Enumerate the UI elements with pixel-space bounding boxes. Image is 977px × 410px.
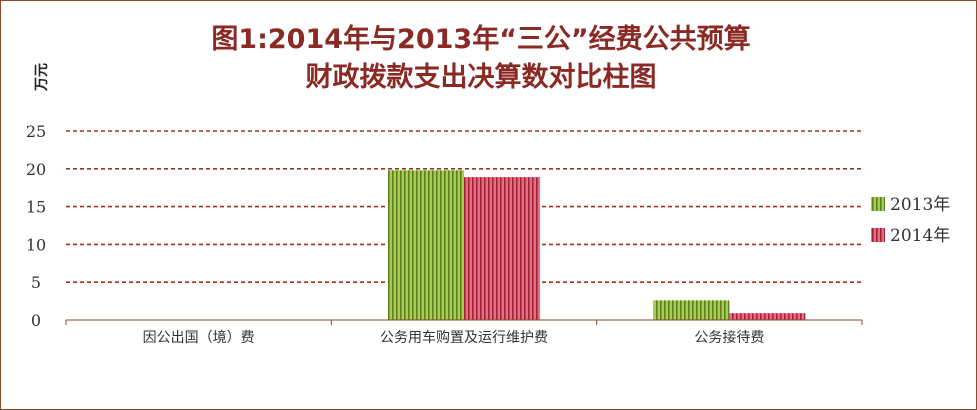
- legend-swatch-1: [871, 228, 885, 242]
- bar-2013-2: [653, 300, 730, 320]
- x-category-label-1: 公务用车购置及运行维护费: [380, 329, 548, 346]
- y-tick-label-0: 0: [31, 311, 41, 330]
- bars: [388, 170, 806, 320]
- axes: 0 5 10 15 20 25 因公出国（境）费 公务用车购置及运行维护费 公务接待费: [26, 122, 863, 346]
- legend-label-1: 2014年: [890, 226, 950, 246]
- legend: 2013年 2014年: [871, 195, 950, 246]
- bar-2014-2: [729, 313, 806, 320]
- legend-label-0: 2013年: [890, 195, 950, 215]
- y-tick-label-15: 15: [26, 198, 46, 217]
- y-tick-label-25: 25: [26, 122, 46, 141]
- y-tick-label-20: 20: [26, 160, 46, 179]
- legend-swatch-0: [871, 197, 885, 211]
- y-tick-label-10: 10: [26, 235, 46, 254]
- bar-2014-1: [464, 177, 540, 320]
- chart-title-line-2: 财政拨款支出决算数对比柱图: [305, 62, 657, 93]
- y-tick-label-5: 5: [31, 273, 41, 292]
- x-category-label-2: 公务接待费: [694, 329, 764, 346]
- chart-title-line-1: 图1:2014年与2013年“三公”经费公共预算: [211, 24, 751, 55]
- bar-2013-1: [388, 170, 464, 320]
- x-category-label-0: 因公出国（境）费: [143, 330, 255, 346]
